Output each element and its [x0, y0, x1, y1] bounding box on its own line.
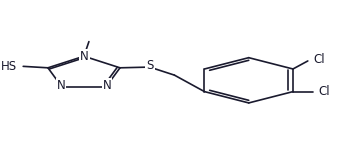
Text: Cl: Cl	[318, 85, 330, 98]
Text: S: S	[146, 59, 154, 72]
Text: N: N	[103, 79, 111, 92]
Text: N: N	[57, 79, 65, 92]
Text: N: N	[80, 50, 89, 64]
Text: Cl: Cl	[313, 53, 325, 66]
Text: HS: HS	[1, 60, 17, 73]
